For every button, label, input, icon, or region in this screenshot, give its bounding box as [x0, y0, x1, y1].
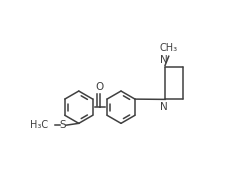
Text: N: N: [160, 102, 168, 112]
Text: H₃C: H₃C: [30, 120, 48, 130]
Text: S: S: [60, 120, 67, 130]
Text: O: O: [96, 82, 104, 92]
Text: N: N: [160, 55, 168, 65]
Text: CH₃: CH₃: [160, 43, 178, 53]
